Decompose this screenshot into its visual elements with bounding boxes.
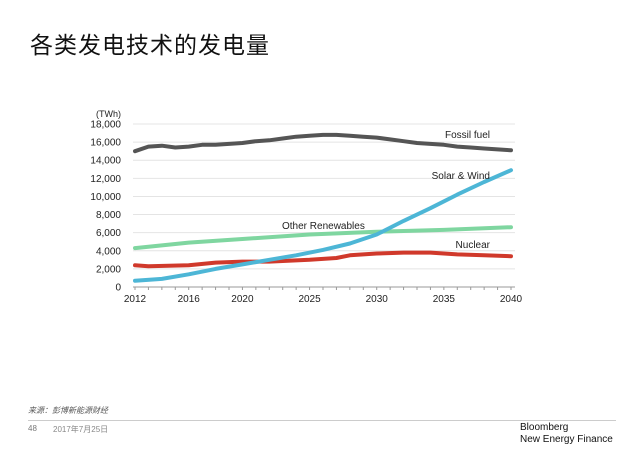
x-tick-label: 2040 [500, 294, 523, 305]
x-tick-label: 2030 [366, 294, 389, 305]
x-tick-label: 2020 [231, 294, 254, 305]
y-tick-label: 6,000 [96, 228, 121, 239]
y-tick-label: 18,000 [90, 120, 121, 131]
y-tick-label: 14,000 [90, 156, 121, 167]
logo-line-2: New Energy Finance [520, 434, 613, 445]
series-label: Other Renewables [282, 221, 365, 232]
series-label: Solar & Wind [432, 171, 490, 182]
series-label: Fossil fuel [445, 130, 490, 141]
y-tick-label: 0 [115, 283, 121, 294]
series-line-solar-wind [133, 168, 513, 283]
slide-date: 2017年7月25日 [53, 425, 109, 434]
series-line-nuclear [133, 250, 513, 269]
y-tick-label: 2,000 [96, 264, 121, 275]
page-number: 48 [28, 424, 37, 433]
x-tick-label: 2035 [433, 294, 456, 305]
source-note: 来源：彭博新能源财经 [28, 406, 108, 415]
y-tick-label: 12,000 [90, 174, 121, 185]
series-label: Nuclear [456, 240, 491, 251]
x-tick-label: 2016 [178, 294, 201, 305]
y-tick-label: 16,000 [90, 138, 121, 149]
y-tick-label: 8,000 [96, 210, 121, 221]
y-axis-unit: (TWh) [96, 109, 121, 119]
series-line-fossil-fuel [133, 132, 513, 154]
x-tick-label: 2012 [124, 294, 147, 305]
series-line-other-renewables [133, 225, 513, 251]
y-tick-label: 4,000 [96, 246, 121, 257]
slide-title: 各类发电技术的发电量 [30, 33, 270, 59]
logo-line-1: Bloomberg [520, 422, 569, 433]
y-tick-label: 10,000 [90, 192, 121, 203]
bloomberg-logo: Bloomberg New Energy Finance [520, 422, 613, 446]
footer-divider [28, 420, 616, 421]
x-tick-label: 2025 [298, 294, 321, 305]
